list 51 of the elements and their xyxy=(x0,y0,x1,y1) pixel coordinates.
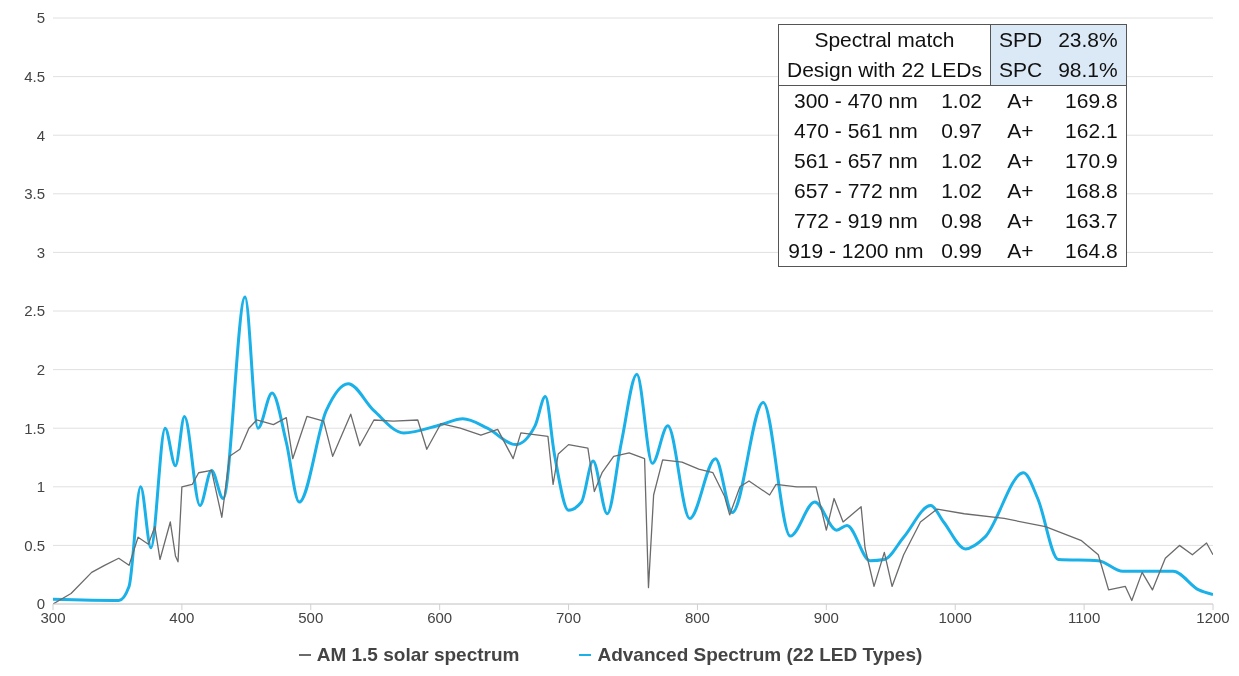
annotation: 919 - 1200 nm xyxy=(787,238,925,264)
annotation: SPC xyxy=(990,55,1051,86)
x-tick-label: 600 xyxy=(427,608,453,626)
x-tick-label: 1000 xyxy=(938,608,972,626)
annotation: A+ xyxy=(1006,208,1035,234)
annotation: A+ xyxy=(1006,88,1035,114)
x-tick-label: 900 xyxy=(813,608,839,626)
annotation: 163.7 xyxy=(1064,208,1119,234)
y-tick-label: 3 xyxy=(36,243,45,261)
annotation: 300 - 470 nm xyxy=(792,88,919,114)
y-tick-label: 4 xyxy=(36,126,45,144)
annotation: 168.8 xyxy=(1064,178,1119,204)
y-tick-label: 4.5 xyxy=(24,67,45,85)
annotation: 1.02 xyxy=(940,178,983,204)
annotation: 162.1 xyxy=(1064,118,1119,144)
x-tick-label: 800 xyxy=(684,608,710,626)
legend-label: Advanced Spectrum (22 LED Types) xyxy=(597,644,923,666)
annotation: 164.8 xyxy=(1064,238,1119,264)
y-tick-label: 1 xyxy=(36,478,45,496)
annotation: 23.8% xyxy=(1050,24,1127,55)
y-tick-label: 2.5 xyxy=(24,302,45,320)
annotation: 169.8 xyxy=(1064,88,1119,114)
y-tick-label: 0.5 xyxy=(24,536,45,554)
annotation: 0.99 xyxy=(940,238,983,264)
annotation: 0.98 xyxy=(940,208,983,234)
annotation: A+ xyxy=(1006,178,1035,204)
x-tick-label: 700 xyxy=(556,608,582,626)
annotation: A+ xyxy=(1006,238,1035,264)
annotation: 98.1% xyxy=(1050,55,1127,86)
annotation: 772 - 919 nm xyxy=(792,208,919,234)
x-tick-label: 500 xyxy=(298,608,324,626)
y-tick-label: 5 xyxy=(36,9,45,27)
y-tick-label: 1.5 xyxy=(24,419,45,437)
x-tick-label: 400 xyxy=(169,608,195,626)
annotation: SPD xyxy=(990,24,1051,55)
annotation: 170.9 xyxy=(1064,148,1119,174)
annotation: 657 - 772 nm xyxy=(792,178,919,204)
y-tick-label: 3.5 xyxy=(24,185,45,203)
annotation: 1.02 xyxy=(940,88,983,114)
annotation: 561 - 657 nm xyxy=(792,148,919,174)
annotation: 470 - 561 nm xyxy=(792,118,919,144)
x-tick-label: 1100 xyxy=(1067,608,1101,626)
annotation: Design with 22 LEDs xyxy=(778,55,991,86)
legend-label: AM 1.5 solar spectrum xyxy=(316,644,520,666)
annotation: Spectral match xyxy=(778,24,991,55)
annotation: 1.02 xyxy=(940,148,983,174)
annotation: 0.97 xyxy=(940,118,983,144)
annotation: A+ xyxy=(1006,118,1035,144)
y-tick-label: 2 xyxy=(36,360,45,378)
x-tick-label: 1200 xyxy=(1196,608,1230,626)
annotation: A+ xyxy=(1006,148,1035,174)
